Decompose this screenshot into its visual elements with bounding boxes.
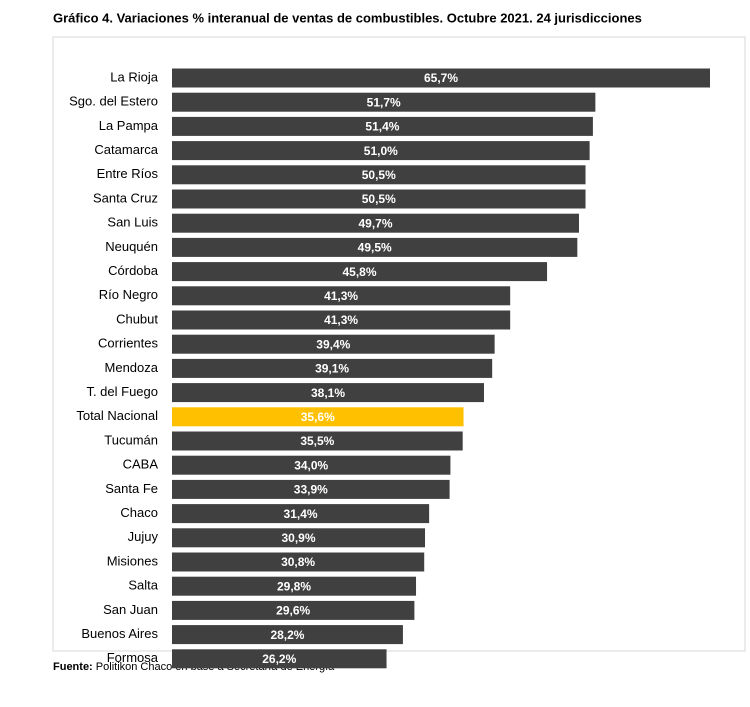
value-label: 50,5% (362, 192, 396, 206)
bar (172, 431, 463, 451)
value-label: 39,4% (316, 337, 350, 351)
category-label: Catamarca (94, 142, 158, 157)
category-label: San Juan (103, 602, 158, 617)
bar (172, 576, 417, 596)
value-label: 30,9% (282, 531, 316, 545)
value-label: 33,9% (294, 483, 328, 497)
value-label: 34,0% (294, 458, 328, 472)
category-label: La Pampa (99, 118, 159, 133)
bar (172, 383, 484, 403)
category-label: Salta (128, 578, 158, 593)
category-label: La Rioja (110, 69, 158, 84)
bar (172, 407, 464, 427)
bar (172, 649, 387, 669)
chart-title: Gráfico 4. Variaciones % interanual de v… (53, 10, 642, 25)
bar (172, 165, 586, 185)
category-label: Total Nacional (76, 408, 158, 423)
value-label: 51,7% (367, 95, 401, 109)
category-label: Chaco (120, 505, 158, 520)
value-label: 49,7% (358, 216, 392, 230)
value-label: 31,4% (284, 507, 318, 521)
bar (172, 286, 511, 306)
category-label: CABA (123, 457, 159, 472)
bar (172, 334, 495, 354)
category-label: Jujuy (128, 529, 159, 544)
bar (172, 116, 593, 136)
value-label: 45,8% (343, 265, 377, 279)
category-label: Entre Ríos (97, 166, 159, 181)
category-label: Chubut (116, 311, 158, 326)
category-label: Formosa (107, 650, 159, 665)
bar (172, 455, 451, 475)
bar (172, 310, 511, 330)
value-label: 39,1% (315, 362, 349, 376)
bar (172, 528, 426, 548)
value-label: 35,6% (301, 410, 335, 424)
value-label: 35,5% (300, 434, 334, 448)
category-label: San Luis (107, 215, 158, 230)
category-label: Misiones (107, 553, 159, 568)
value-label: 41,3% (324, 313, 358, 327)
value-label: 65,7% (424, 71, 458, 85)
category-label: Río Negro (99, 287, 158, 302)
value-label: 30,8% (281, 555, 315, 569)
bar (172, 189, 586, 209)
value-label: 29,8% (277, 579, 311, 593)
category-label: Corrientes (98, 336, 158, 351)
category-label: Buenos Aires (81, 626, 158, 641)
value-label: 29,6% (276, 604, 310, 618)
value-label: 26,2% (262, 652, 296, 666)
bar (172, 262, 548, 282)
bar (172, 625, 403, 645)
category-label: Neuquén (105, 239, 158, 254)
value-label: 41,3% (324, 289, 358, 303)
category-label: Mendoza (105, 360, 159, 375)
value-label: 49,5% (358, 241, 392, 255)
value-label: 51,4% (365, 120, 399, 134)
category-label: Santa Fe (105, 481, 158, 496)
category-label: Tucumán (104, 432, 158, 447)
value-label: 51,0% (364, 144, 398, 158)
bar (172, 600, 415, 620)
bar (172, 237, 578, 257)
source-label: Fuente: (53, 661, 93, 673)
bar (172, 141, 590, 161)
category-label: Sgo. del Estero (69, 94, 158, 109)
category-label: Córdoba (108, 263, 159, 278)
bar (172, 552, 425, 572)
chart-frame (52, 36, 746, 652)
bar (172, 504, 430, 524)
value-label: 38,1% (311, 386, 345, 400)
value-label: 50,5% (362, 168, 396, 182)
bar (172, 213, 579, 233)
bar (172, 68, 710, 88)
bar (172, 92, 596, 112)
bar (172, 479, 450, 499)
category-label: T. del Fuego (86, 384, 158, 399)
value-label: 28,2% (270, 628, 304, 642)
category-label: Santa Cruz (93, 190, 158, 205)
bar (172, 358, 493, 378)
